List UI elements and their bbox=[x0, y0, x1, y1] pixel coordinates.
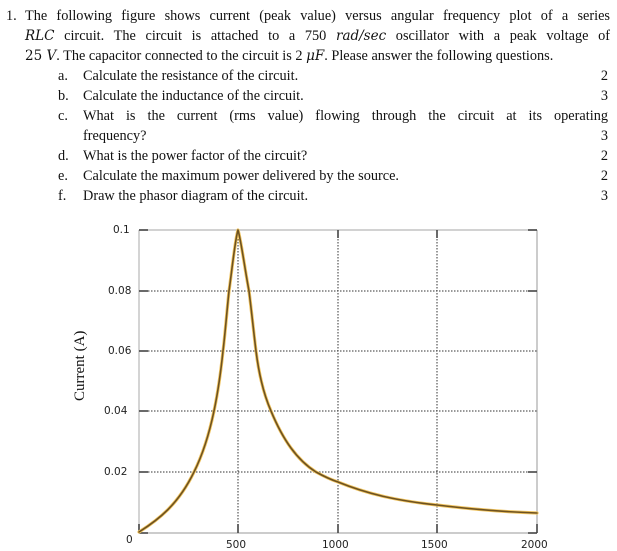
part-label: e. bbox=[58, 168, 68, 184]
voltage-value: 25 bbox=[25, 48, 47, 64]
part-marks: 2 bbox=[600, 148, 608, 164]
part-text-continued: frequency? bbox=[83, 128, 147, 144]
intro-text-3a: . The capacitor connected to the circuit… bbox=[56, 48, 307, 64]
part-marks: 3 bbox=[600, 128, 608, 144]
part-text: Calculate the inductance of the circuit. bbox=[83, 88, 304, 104]
volt-unit: V bbox=[46, 48, 57, 64]
part-label: a. bbox=[58, 68, 68, 84]
question-intro-line-1: The following figure shows current (peak… bbox=[25, 6, 610, 26]
intro-text-3b: . Please answer the following questions. bbox=[324, 48, 554, 64]
y-tick-label: 0.02 bbox=[104, 466, 128, 478]
part-text: Calculate the resistance of the circuit. bbox=[83, 68, 299, 84]
part-marks: 2 bbox=[600, 168, 608, 184]
part-label: b. bbox=[58, 88, 69, 104]
axis-ticks bbox=[138, 229, 538, 534]
part-text: What is the power factor of the circuit? bbox=[83, 148, 308, 164]
rad-per-sec-unit: rad/sec bbox=[335, 28, 387, 44]
intro-text-2a: circuit. The circuit is attached to a 75… bbox=[54, 28, 336, 44]
part-marks: 3 bbox=[600, 188, 608, 204]
part-text: What is the current (rms value) flowing … bbox=[83, 108, 608, 124]
part-label: c. bbox=[58, 108, 68, 124]
question-intro-line-3: 25 V. The capacitor connected to the cir… bbox=[25, 46, 610, 66]
rlc-symbol: RLC bbox=[25, 28, 55, 44]
microfarad-unit: μF bbox=[306, 48, 325, 64]
question-number: 1. bbox=[6, 8, 17, 24]
part-marks: 3 bbox=[600, 88, 608, 104]
part-label: f. bbox=[58, 188, 67, 204]
y-tick-label: 0.06 bbox=[108, 345, 132, 357]
y-tick-label: 0.08 bbox=[108, 285, 132, 297]
part-text: Calculate the maximum power delivered by… bbox=[83, 168, 400, 184]
resonance-curve bbox=[137, 228, 539, 534]
part-marks: 2 bbox=[600, 68, 608, 84]
grid-lines bbox=[139, 230, 537, 533]
part-c: c. What is the current (rms value) flowi… bbox=[58, 106, 608, 146]
y-tick-label: 0.1 bbox=[113, 224, 130, 236]
y-tick-label: 0.04 bbox=[104, 405, 128, 417]
part-text: Draw the phasor diagram of the circuit. bbox=[83, 188, 309, 204]
intro-text-1: The following figure shows current (peak… bbox=[25, 8, 610, 24]
question-intro-line-2: RLC circuit. The circuit is attached to … bbox=[25, 26, 610, 46]
intro-text-2b: oscillator with a peak voltage of bbox=[386, 28, 611, 44]
origin-tick-label: 0 bbox=[126, 534, 133, 546]
part-label: d. bbox=[58, 148, 69, 164]
